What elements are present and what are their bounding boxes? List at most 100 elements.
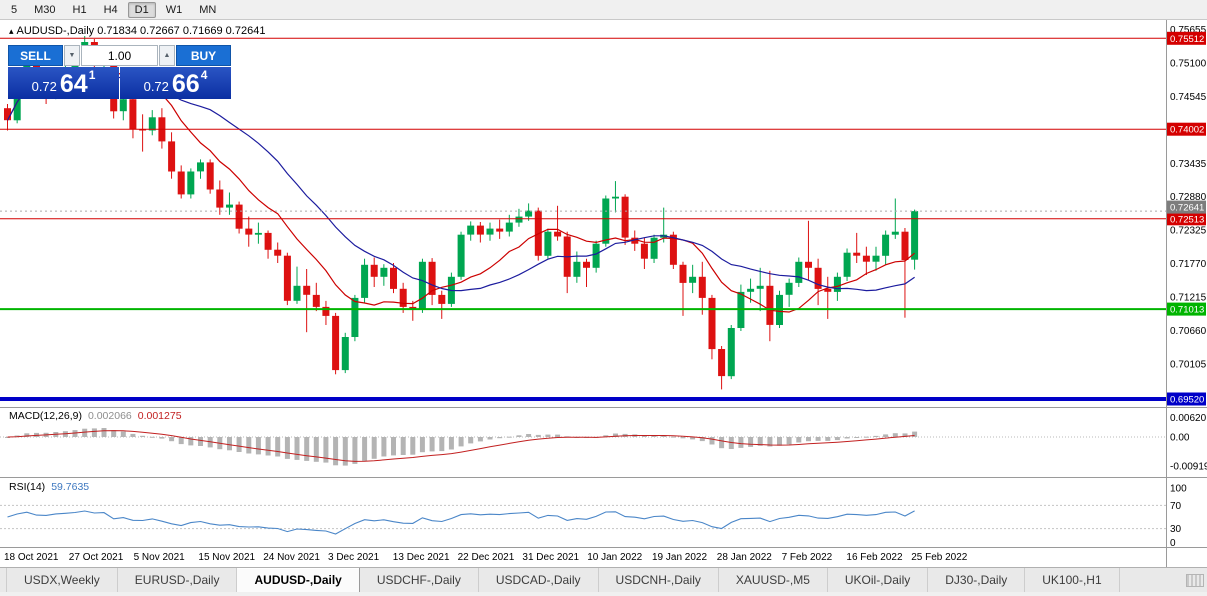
macd-histogram-bar <box>362 437 368 461</box>
macd-histogram-bar <box>603 435 609 437</box>
candle <box>177 171 185 195</box>
macd-histogram-bar <box>767 437 773 447</box>
macd-histogram-bar <box>255 437 261 455</box>
macd-histogram-bar <box>680 437 686 439</box>
candle <box>399 288 407 307</box>
macd-histogram-bar <box>371 437 377 459</box>
macd-histogram-bar <box>863 436 869 438</box>
candle <box>370 264 378 277</box>
buy-price-big: 66 <box>171 70 200 99</box>
chart-tab-usdx-weekly[interactable]: USDX,Weekly <box>6 568 118 592</box>
macd-name: MACD(12,26,9) <box>9 410 82 422</box>
macd-histogram-bar <box>564 436 570 438</box>
chart-tab-usdchf-daily[interactable]: USDCHF-,Daily <box>360 568 479 592</box>
timeframe-button-MN[interactable]: MN <box>199 3 217 16</box>
price-axis-tick: 0.72880 <box>1170 192 1207 203</box>
date-axis-label: 18 Oct 2021 <box>4 552 59 563</box>
candle <box>129 99 137 130</box>
candle <box>322 306 330 316</box>
macd-histogram-bar <box>661 435 667 437</box>
volume-input[interactable]: 1.00 <box>81 45 158 66</box>
sell-price-display[interactable]: 0.72 64 1 <box>8 67 119 99</box>
rsi-name: RSI(14) <box>9 481 46 493</box>
chart-tab-ukoil-daily[interactable]: UKOil-,Daily <box>828 568 929 592</box>
date-axis-label: 15 Nov 2021 <box>198 552 255 563</box>
candle <box>911 211 919 260</box>
macd-axis-tick: 0.00620 <box>1170 413 1207 424</box>
timeframe-button-D1[interactable]: D1 <box>127 1 156 18</box>
timeframe-button-5[interactable]: 5 <box>11 3 18 16</box>
macd-histogram-bar <box>178 437 184 445</box>
chart-tab-xauusd-m5[interactable]: XAUUSD-,M5 <box>719 568 828 592</box>
macd-histogram-bar <box>429 437 435 452</box>
macd-histogram-bar <box>497 437 503 439</box>
date-axis-label: 25 Feb 2022 <box>911 552 968 563</box>
candle <box>814 267 822 289</box>
candle <box>515 216 523 223</box>
volume-increase-button[interactable]: ▲ <box>159 45 175 66</box>
date-axis-label: 13 Dec 2021 <box>393 552 450 563</box>
macd-histogram-bar <box>806 437 811 442</box>
chart-tab-eurusd-daily[interactable]: EURUSD-,Daily <box>118 568 238 592</box>
price-badge-text: 0.71013 <box>1170 305 1204 316</box>
chart-tab-uk100-h1[interactable]: UK100-,H1 <box>1025 568 1120 592</box>
volume-decrease-button[interactable]: ▼ <box>64 45 80 66</box>
timeframe-button-H1[interactable]: H1 <box>72 3 87 16</box>
macd-histogram-bar <box>352 437 358 464</box>
candle <box>805 261 812 268</box>
candle <box>264 232 272 250</box>
chart-expand-icon: ▴ <box>9 26 14 36</box>
candle <box>197 162 204 172</box>
macd-histogram-bar <box>458 437 464 447</box>
macd-histogram-bar <box>844 437 850 439</box>
candle <box>747 288 755 292</box>
sell-button[interactable]: SELL <box>8 45 63 66</box>
candle <box>901 231 909 260</box>
macd-histogram-bar <box>381 437 387 457</box>
rsi-axis-tick: 0 <box>1170 538 1176 549</box>
candle <box>226 204 233 208</box>
candle <box>708 297 716 350</box>
price-badge-text: 0.74002 <box>1170 125 1204 136</box>
macd-histogram-bar <box>545 434 551 437</box>
date-axis-label: 31 Dec 2021 <box>522 552 579 563</box>
candle <box>785 282 793 295</box>
chart-tab-usdcad-daily[interactable]: USDCAD-,Daily <box>479 568 599 592</box>
chart-tab-audusd-daily[interactable]: AUDUSD-,Daily <box>237 568 360 592</box>
timeframe-button-M30[interactable]: M30 <box>34 3 56 16</box>
sell-price-base: 0.72 <box>31 79 57 94</box>
candle <box>119 99 127 112</box>
price-badge-text: 0.72513 <box>1170 214 1204 225</box>
macd-histogram-bar <box>82 428 88 437</box>
timeframe-button-W1[interactable]: W1 <box>165 3 183 16</box>
candle <box>718 349 726 377</box>
rsi-axis-tick: 70 <box>1170 501 1182 512</box>
chart-tab-usdcnh-daily[interactable]: USDCNH-,Daily <box>599 568 719 592</box>
macd-histogram-bar <box>391 437 396 456</box>
macd-histogram-bar <box>641 435 647 437</box>
candle <box>505 222 513 232</box>
tab-scrollbar[interactable] <box>1186 574 1204 587</box>
macd-histogram-bar <box>690 437 696 440</box>
buy-button[interactable]: BUY <box>176 45 231 66</box>
candle <box>544 231 552 256</box>
candle <box>756 285 764 289</box>
macd-histogram-bar <box>854 437 860 438</box>
macd-histogram-bar <box>709 437 715 445</box>
macd-histogram-bar <box>120 431 126 437</box>
timeframe-button-H4[interactable]: H4 <box>103 3 118 16</box>
price-badge-0.71013 <box>1167 302 1206 316</box>
price-badge-0.72641 <box>1167 200 1206 214</box>
candle <box>332 315 340 371</box>
macd-histogram-bar <box>825 437 831 441</box>
macd-histogram-bar <box>24 433 30 437</box>
sell-price-big: 64 <box>59 70 88 99</box>
candle <box>303 285 311 295</box>
chart-tab-dj30-daily[interactable]: DJ30-,Daily <box>928 568 1026 592</box>
candle <box>612 196 619 199</box>
buy-price-display[interactable]: 0.72 66 4 <box>120 67 231 99</box>
price-badge-0.69520 <box>1167 392 1206 406</box>
date-axis-label: 24 Nov 2021 <box>263 552 320 563</box>
